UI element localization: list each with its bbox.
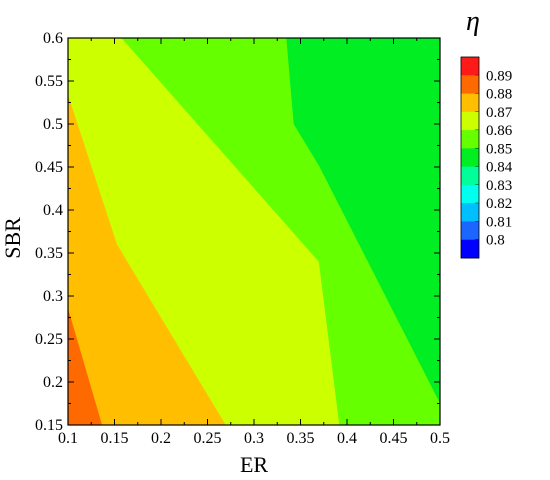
colorbar-swatch bbox=[461, 166, 479, 186]
x-tick-label: 0.3 bbox=[244, 430, 264, 447]
colorbar-label: 0.81 bbox=[486, 214, 512, 230]
x-axis-label: ER bbox=[240, 452, 268, 477]
colorbar-swatch bbox=[461, 75, 479, 94]
x-tick-label: 0.4 bbox=[337, 430, 357, 447]
y-tick-label: 0.3 bbox=[43, 288, 63, 305]
y-tick-label: 0.35 bbox=[35, 245, 63, 262]
x-tick-label: 0.2 bbox=[151, 430, 171, 447]
colorbar-label: 0.85 bbox=[486, 141, 512, 157]
x-tick-label: 0.5 bbox=[430, 430, 450, 447]
colorbar-swatch bbox=[461, 93, 479, 113]
colorbar-label: 0.82 bbox=[486, 196, 512, 212]
colorbar-legend: 0.89 0.88 0.87 0.86 0.85 0.84 0.83 0.82 0.81 0.8 bbox=[460, 56, 513, 259]
x-tick-label: 0.15 bbox=[101, 430, 129, 447]
y-tick-label: 0.5 bbox=[43, 116, 63, 133]
x-axis: 0.1 0.15 0.2 0.25 0.3 0.35 0.4 0.45 0.5 bbox=[58, 38, 450, 447]
colorbar-swatch bbox=[461, 148, 479, 168]
colorbar-swatch bbox=[461, 221, 479, 241]
colorbar-swatch bbox=[461, 57, 479, 76]
colorbar-label: 0.86 bbox=[486, 123, 513, 139]
colorbar-swatch bbox=[461, 239, 479, 259]
x-tick-label: 0.1 bbox=[58, 430, 78, 447]
colorbar-title: η bbox=[466, 6, 480, 37]
colorbar-label: 0.89 bbox=[486, 68, 512, 84]
y-tick-label: 0.25 bbox=[35, 331, 63, 348]
colorbar-label: 0.88 bbox=[486, 87, 512, 103]
colorbar-label: 0.8 bbox=[486, 233, 505, 249]
colorbar-swatch bbox=[461, 111, 479, 131]
y-axis-label: SBR bbox=[0, 217, 25, 259]
y-tick-label: 0.2 bbox=[43, 374, 63, 391]
x-tick-label: 0.45 bbox=[380, 430, 408, 447]
colorbar-border bbox=[460, 56, 480, 259]
x-tick-label: 0.25 bbox=[194, 430, 222, 447]
contour-regions bbox=[67, 37, 441, 426]
colorbar-swatch bbox=[461, 203, 479, 222]
colorbar-label: 0.87 bbox=[486, 105, 513, 121]
colorbar-label: 0.83 bbox=[486, 178, 512, 194]
colorbar-label: 0.84 bbox=[486, 160, 513, 176]
x-tick-label: 0.35 bbox=[287, 430, 315, 447]
y-axis: 0.15 0.2 0.25 0.3 0.35 0.4 0.45 0.5 0.55 0.6 bbox=[35, 30, 440, 434]
y-tick-label: 0.6 bbox=[43, 30, 63, 47]
y-tick-label: 0.4 bbox=[43, 202, 63, 219]
colorbar-swatch bbox=[461, 130, 479, 149]
y-tick-label: 0.55 bbox=[35, 73, 63, 90]
colorbar-swatch bbox=[461, 184, 479, 204]
y-tick-label: 0.45 bbox=[35, 159, 63, 176]
y-tick-label: 0.15 bbox=[35, 417, 63, 434]
